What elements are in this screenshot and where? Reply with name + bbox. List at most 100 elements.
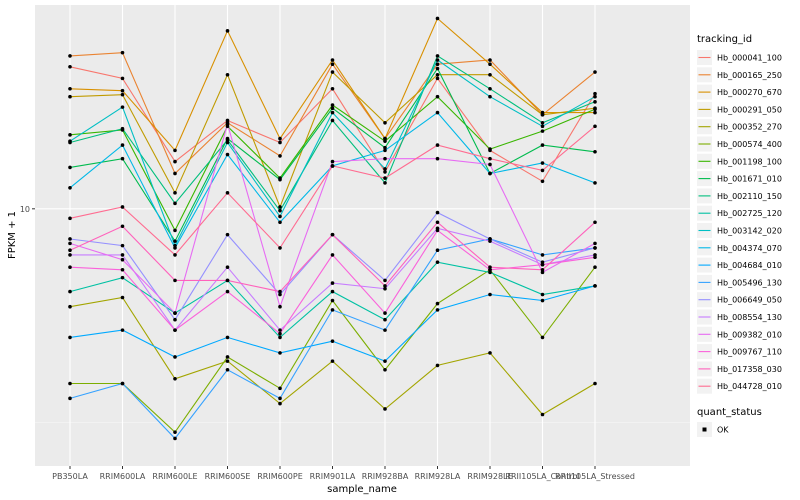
shape-legend-items: OK [697, 422, 729, 437]
data-point [225, 289, 230, 294]
data-point [173, 311, 177, 315]
y-axis-title: FPKM + 1 [7, 211, 18, 259]
data-point [593, 381, 597, 386]
data-point [383, 367, 387, 372]
data-point [435, 94, 440, 99]
data-point [540, 179, 545, 184]
data-point [540, 129, 545, 133]
data-point [488, 162, 492, 167]
data-point [593, 100, 597, 104]
data-point [488, 62, 492, 67]
data-point [330, 339, 335, 343]
legend-label: Hb_005496_130 [717, 278, 782, 287]
data-point [540, 270, 545, 275]
data-point [225, 152, 230, 157]
data-point [225, 140, 230, 145]
x-tick-label: RRIM600LA [100, 472, 146, 481]
data-point [68, 241, 72, 246]
data-point [120, 126, 125, 131]
data-point [435, 16, 440, 21]
data-point [120, 88, 125, 93]
data-point [435, 54, 440, 58]
data-point [540, 112, 545, 117]
legend-label: Hb_003142_020 [717, 227, 782, 236]
data-point [330, 106, 335, 111]
data-point [593, 284, 597, 288]
x-tick-label: RRII105LA_Control [505, 472, 579, 481]
data-point [330, 110, 335, 115]
x-tick-label: RRIM600LE [152, 472, 197, 481]
data-point [488, 86, 492, 91]
data-point [68, 216, 72, 221]
data-point [540, 168, 545, 173]
data-point [435, 228, 440, 233]
legend-items: Hb_000041_100 Hb_000165_250 Hb_000270_670 H… [697, 50, 782, 394]
data-point [383, 278, 387, 283]
data-point [68, 248, 72, 253]
data-point [68, 165, 72, 170]
data-point [330, 359, 335, 363]
data-point [120, 205, 125, 209]
data-point [540, 120, 545, 125]
legend-label: Hb_002725_120 [717, 209, 782, 218]
data-point [330, 86, 335, 91]
legend-label: Hb_004684_010 [717, 261, 782, 270]
data-point [540, 292, 545, 297]
points-layer [68, 16, 597, 441]
data-point [540, 298, 545, 303]
data-point [173, 246, 177, 250]
data-point [225, 359, 230, 363]
legend-title: tracking_id [697, 34, 752, 45]
data-point [225, 29, 230, 33]
data-point [120, 275, 125, 280]
data-point [383, 317, 387, 322]
x-tick-label: RRIM600PE [257, 472, 303, 481]
data-point [435, 156, 440, 161]
data-point [435, 62, 440, 67]
x-tick-label: RRII105LA_Stressed [555, 472, 635, 481]
legend-label: Hb_001671_010 [717, 175, 782, 184]
data-point [68, 396, 72, 401]
data-point [278, 396, 282, 401]
data-point [225, 335, 230, 340]
data-point [120, 295, 125, 300]
data-point [278, 351, 282, 355]
data-point [435, 260, 440, 264]
data-point [593, 107, 597, 112]
data-point [593, 181, 597, 185]
data-point [173, 278, 177, 283]
data-point [435, 110, 440, 115]
data-point [540, 267, 545, 272]
data-point [488, 267, 492, 272]
data-point [278, 214, 282, 219]
data-point [488, 351, 492, 355]
data-point [593, 94, 597, 99]
legend-label: Hb_002110_150 [717, 192, 782, 201]
y-axis: 10 [20, 205, 35, 214]
data-point [68, 54, 72, 58]
data-point [120, 76, 125, 81]
data-point [435, 76, 440, 81]
data-point [278, 335, 282, 340]
data-point [225, 278, 230, 283]
legend-label: Hb_000270_670 [717, 88, 782, 97]
legend-label: Hb_000291_050 [717, 105, 782, 114]
data-point [593, 110, 597, 115]
data-point [278, 208, 282, 213]
data-point [330, 70, 335, 74]
data-point [383, 286, 387, 291]
data-point [540, 412, 545, 417]
data-point [225, 191, 230, 195]
data-point [173, 239, 177, 243]
legend-label: Hb_000574_400 [717, 140, 782, 149]
data-point [173, 355, 177, 359]
data-point [593, 124, 597, 129]
data-point [330, 281, 335, 285]
data-point [173, 328, 177, 332]
data-point [330, 289, 335, 294]
data-point [383, 176, 387, 180]
data-point [278, 331, 282, 336]
data-point [120, 50, 125, 55]
data-point [173, 253, 177, 257]
data-point [120, 328, 125, 332]
